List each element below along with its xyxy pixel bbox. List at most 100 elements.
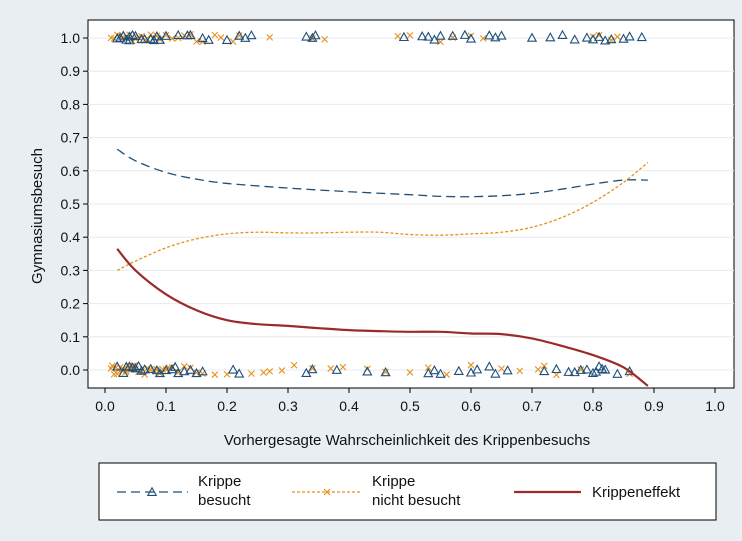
marker-besucht: [307, 32, 318, 42]
marker-besucht: [118, 30, 129, 40]
marker-besucht: [234, 30, 245, 40]
marker-besucht: [185, 29, 196, 40]
marker-besucht: [301, 31, 312, 41]
marker-besucht: [185, 364, 196, 374]
marker-besucht: [197, 366, 208, 376]
marker-besucht: [600, 364, 611, 374]
x-tick-label: 0.7: [522, 398, 542, 414]
marker-besucht: [179, 365, 190, 376]
marker-besucht: [581, 364, 593, 374]
marker-besucht: [227, 364, 239, 374]
marker-nicht-besucht: [339, 363, 347, 371]
legend-label-nicht-besucht-line2: nicht besucht: [372, 492, 461, 509]
marker-nicht-besucht: [498, 365, 505, 372]
marker-besucht: [139, 33, 150, 44]
marker-besucht: [496, 30, 507, 40]
marker-besucht: [423, 31, 434, 41]
marker-nicht-besucht: [278, 367, 286, 374]
marker-nicht-besucht: [217, 34, 225, 41]
y-tick-label: 0.0: [61, 362, 81, 378]
legend-label-besucht-line1: Krippe: [198, 473, 241, 490]
marker-besucht: [170, 361, 181, 371]
marker-besucht: [447, 30, 458, 40]
x-tick-label: 0.8: [583, 398, 603, 414]
marker-besucht: [234, 368, 245, 378]
marker-besucht: [130, 363, 141, 373]
marker-nicht-besucht: [321, 35, 328, 43]
marker-besucht: [526, 32, 538, 42]
marker-nicht-besucht: [162, 366, 170, 373]
marker-besucht: [563, 366, 574, 376]
marker-besucht: [490, 368, 501, 378]
marker-besucht: [459, 29, 471, 39]
marker-besucht: [112, 361, 123, 371]
marker-besucht: [624, 31, 635, 41]
marker-nicht-besucht: [614, 33, 621, 41]
marker-besucht: [429, 365, 440, 375]
marker-besucht: [587, 367, 599, 377]
marker-besucht: [115, 32, 126, 42]
marker-besucht: [398, 31, 410, 42]
y-tick-label: 0.6: [61, 163, 81, 179]
x-tick-label: 1.0: [705, 398, 725, 414]
marker-nicht-besucht: [577, 366, 585, 373]
marker-besucht: [471, 364, 483, 374]
marker-nicht-besucht: [211, 371, 219, 379]
marker-besucht: [139, 364, 150, 374]
y-axis: 0.0 0.1 0.2 0.3 0.4 0.5 0.6 0.7 0.8 0.9 1.0: [61, 30, 88, 378]
marker-besucht: [490, 32, 501, 42]
x-tick-label: 0.1: [156, 398, 176, 414]
marker-besucht: [551, 363, 562, 374]
marker-besucht: [435, 368, 446, 378]
marker-nicht-besucht: [266, 33, 274, 41]
line-krippe-nicht-besucht: [116, 161, 649, 271]
x-tick-label: 0.9: [644, 398, 664, 414]
legend: Krippe besucht Krippe nicht besucht Krippene…: [98, 462, 717, 521]
marker-besucht: [133, 360, 144, 371]
marker-nicht-besucht: [266, 368, 274, 375]
marker-besucht: [597, 363, 608, 373]
marker-besucht: [581, 32, 593, 42]
marker-besucht: [612, 368, 623, 378]
marker-besucht: [569, 366, 580, 377]
marker-besucht: [557, 29, 568, 39]
legend-box: [98, 462, 717, 521]
legend-label-nicht-besucht-line1: Krippe: [372, 473, 415, 490]
marker-besucht: [197, 32, 208, 43]
marker-besucht: [600, 35, 611, 45]
marker-besucht: [417, 31, 428, 41]
marker-besucht: [307, 363, 318, 374]
marker-nicht-besucht: [162, 31, 170, 39]
marker-besucht: [331, 364, 342, 374]
marker-besucht: [145, 363, 156, 373]
marker-besucht: [160, 364, 172, 375]
marker-nicht-besucht: [290, 361, 298, 369]
y-tick-label: 1.0: [61, 30, 81, 46]
marker-besucht: [173, 367, 184, 378]
marker-besucht: [173, 29, 184, 40]
marker-nicht-besucht: [309, 364, 316, 372]
marker-nicht-besucht: [248, 370, 255, 377]
marker-besucht: [246, 29, 257, 40]
marker-besucht: [465, 33, 477, 43]
marker-nicht-besucht: [235, 32, 243, 39]
line-krippeneffekt: [116, 248, 649, 387]
marker-besucht: [151, 31, 162, 41]
marker-besucht: [221, 34, 233, 44]
marker-besucht: [575, 364, 586, 374]
marker-besucht: [636, 31, 647, 42]
x-axis-label: Vorhergesagte Wahrscheinlichkeit des Kri…: [224, 432, 590, 449]
x-tick-label: 0.3: [278, 398, 298, 414]
marker-nicht-besucht: [516, 367, 524, 375]
marker-besucht: [362, 366, 373, 376]
marker-nicht-besucht: [382, 368, 389, 376]
y-tick-label: 0.4: [61, 229, 81, 245]
x-tick-label: 0.2: [217, 398, 237, 414]
legend-marker-besucht: [146, 486, 158, 496]
y-tick-label: 0.5: [61, 196, 81, 212]
marker-besucht: [136, 365, 147, 375]
marker-nicht-besucht: [479, 34, 487, 42]
legend-label-krippeneffekt: Krippeneffekt: [592, 484, 681, 501]
marker-besucht: [130, 30, 141, 40]
